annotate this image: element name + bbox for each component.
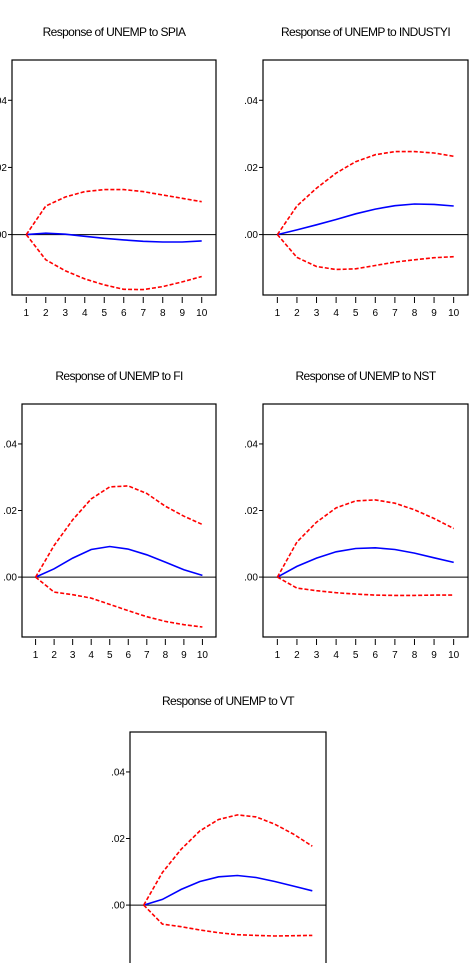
x-tick-label: 3 — [314, 650, 320, 661]
y-tick-label: .00 — [244, 230, 258, 241]
x-tick-label: 2 — [294, 650, 300, 661]
x-tick-label: 1 — [275, 308, 281, 319]
x-tick-label: 4 — [333, 308, 339, 319]
lower-confidence-band — [276, 234, 454, 271]
x-tick-label: 6 — [121, 308, 127, 319]
x-tick-label: 10 — [197, 650, 209, 661]
x-tick-label: 3 — [62, 308, 68, 319]
chart-panel-1: Response of UNEMP to SPIA .00 .02 .04 1 2 3 4 5 6… — [0, 25, 217, 319]
impulse-response-line — [143, 874, 313, 906]
x-tick-label: 5 — [107, 650, 113, 661]
x-tick-label: 8 — [160, 308, 166, 319]
x-tick-label: 9 — [181, 650, 187, 661]
impulse-response-line — [277, 203, 454, 236]
y-tick-label: .02 — [3, 506, 17, 517]
x-tick-label: 2 — [294, 308, 300, 319]
x-tick-label: 9 — [179, 308, 185, 319]
chart-panel-3: Response of UNEMP to FI .00 .02 .04 1 2 3 4 5 6 7 8… — [3, 369, 217, 661]
x-tick-label: 5 — [101, 308, 107, 319]
x-tick-label: 3 — [70, 650, 76, 661]
x-tick-label: 7 — [392, 650, 398, 661]
upper-confidence-band — [25, 188, 202, 236]
x-tick-label: 4 — [88, 650, 94, 661]
chart-title: Response of UNEMP to NST — [295, 369, 436, 383]
x-tick-label: 5 — [353, 308, 359, 319]
x-tick-label: 10 — [196, 308, 208, 319]
y-tick-label: .00 — [3, 573, 17, 584]
lower-confidence-band — [25, 234, 202, 291]
x-tick-label: 2 — [43, 308, 49, 319]
impulse-response-line — [26, 232, 202, 243]
x-tick-label: 8 — [412, 308, 418, 319]
x-tick-label: 5 — [353, 650, 359, 661]
plot-frame — [262, 59, 469, 296]
chart-title: Response of UNEMP to INDUSTYI — [281, 25, 450, 39]
y-tick-label: .04 — [244, 96, 258, 107]
impulse-response-line — [35, 545, 203, 578]
x-tick-label: 7 — [140, 308, 146, 319]
y-tick-label: .02 — [244, 506, 258, 517]
lower-confidence-band — [143, 904, 313, 937]
x-tick-label: 1 — [33, 650, 39, 661]
chart-panel-2: Response of UNEMP to INDUSTYI .00 .02 .04 1 2… — [244, 25, 469, 319]
upper-confidence-band — [276, 150, 454, 236]
x-tick-label: 8 — [412, 650, 418, 661]
upper-confidence-band — [276, 499, 455, 578]
plot-frame — [11, 59, 217, 296]
x-tick-label: 6 — [125, 650, 131, 661]
x-tick-label: 9 — [431, 308, 437, 319]
x-tick-label: 9 — [431, 650, 437, 661]
lower-confidence-band — [35, 576, 203, 628]
impulse-response-line — [277, 546, 454, 578]
x-tick-label: 4 — [333, 650, 339, 661]
chart-panel-4: Response of UNEMP to NST .00 .02 .04 1 2 3 4 5 6 7… — [244, 369, 469, 661]
x-tick-label: 6 — [373, 650, 379, 661]
x-tick-label: 7 — [392, 308, 398, 319]
upper-confidence-band — [143, 814, 313, 906]
x-tick-label: 10 — [448, 650, 460, 661]
x-tick-label: 8 — [163, 650, 169, 661]
y-tick-label: .04 — [0, 96, 7, 107]
y-tick-label: .02 — [111, 834, 125, 845]
x-tick-label: 2 — [51, 650, 57, 661]
x-tick-label: 6 — [373, 308, 379, 319]
x-tick-label: 10 — [448, 308, 460, 319]
lower-confidence-band — [277, 576, 454, 597]
chart-panel-5: Response of UNEMP to VT.00.02.0412345678… — [111, 694, 327, 963]
plot-frame — [21, 403, 217, 638]
x-tick-label: 1 — [23, 308, 29, 319]
x-tick-label: 4 — [82, 308, 88, 319]
y-tick-label: .04 — [3, 439, 17, 450]
chart-title: Response of UNEMP to SPIA — [43, 25, 186, 39]
x-tick-label: 1 — [275, 650, 281, 661]
y-tick-label: .00 — [244, 573, 258, 584]
upper-confidence-band — [34, 485, 203, 578]
y-tick-label: .00 — [0, 230, 7, 241]
plot-frame — [129, 731, 327, 963]
x-tick-label: 3 — [314, 308, 320, 319]
chart-title: Response of UNEMP to VT — [162, 694, 295, 708]
y-tick-label: .04 — [111, 767, 125, 778]
chart-title: Response of UNEMP to FI — [55, 369, 183, 383]
y-tick-label: .04 — [244, 439, 258, 450]
plot-frame — [262, 403, 469, 638]
y-tick-label: .00 — [111, 901, 125, 912]
y-tick-label: .02 — [0, 163, 7, 174]
y-tick-label: .02 — [244, 163, 258, 174]
x-tick-label: 7 — [144, 650, 150, 661]
